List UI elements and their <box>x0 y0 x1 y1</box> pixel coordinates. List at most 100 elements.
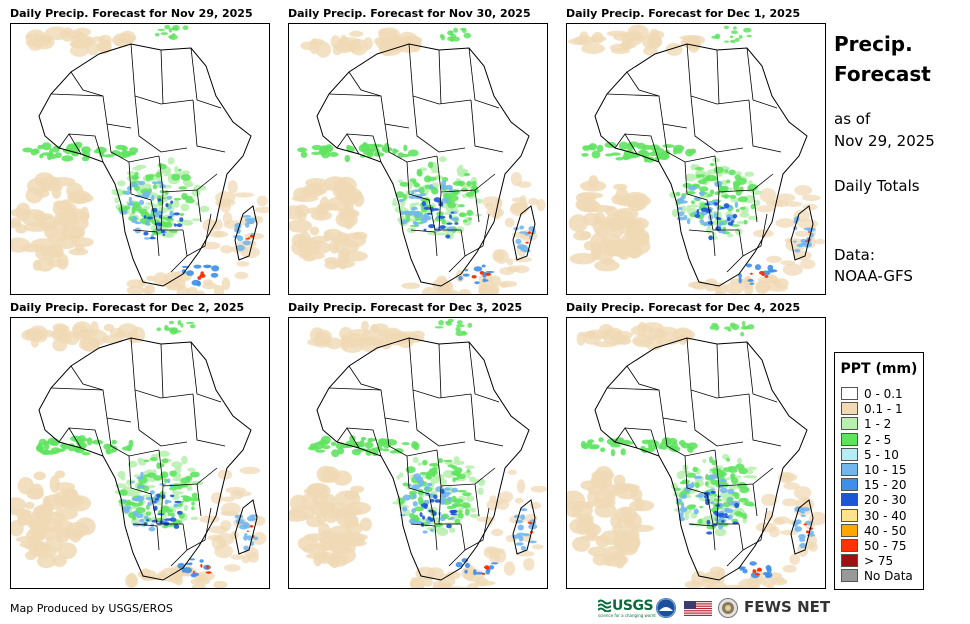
precip-cell <box>71 237 94 248</box>
precip-cell <box>413 520 423 525</box>
country-border <box>474 189 480 223</box>
precip-cell <box>52 201 77 218</box>
precip-cell <box>31 528 41 546</box>
precip-cell <box>316 465 336 483</box>
precip-cell <box>332 470 352 486</box>
precip-cell <box>626 224 646 241</box>
precip-cell <box>126 171 136 176</box>
precip-cell <box>200 271 204 275</box>
precip-cell <box>727 221 734 226</box>
legend-item: 1 - 2 <box>841 417 891 431</box>
precip-cell <box>300 151 308 158</box>
totals-label: Daily Totals <box>834 177 920 195</box>
precip-cell <box>740 325 748 330</box>
precip-cell <box>163 521 170 526</box>
precip-cell <box>596 144 604 153</box>
precip-cell <box>515 542 524 546</box>
country-border <box>406 455 461 525</box>
legend-label: 30 - 40 <box>864 508 907 523</box>
precip-cell <box>456 320 463 325</box>
precip-cell <box>688 281 704 289</box>
country-border <box>106 123 160 163</box>
precip-cell <box>765 572 773 578</box>
precip-cell <box>516 550 535 557</box>
precip-cell <box>686 472 696 478</box>
precip-cell <box>466 209 473 216</box>
precip-cell <box>182 25 189 30</box>
precip-cell <box>799 538 806 542</box>
precip-cell <box>136 485 146 489</box>
precip-cell <box>183 195 193 200</box>
precip-cell <box>808 542 818 552</box>
precip-cell <box>86 40 100 56</box>
precip-cell <box>739 186 744 193</box>
precip-cell <box>712 469 722 475</box>
precip-cell <box>160 471 169 479</box>
country-border <box>468 47 500 109</box>
precip-cell <box>70 435 82 442</box>
country-border <box>464 213 490 257</box>
precip-cell <box>45 535 63 552</box>
precip-cell <box>709 189 715 195</box>
precip-cell <box>808 231 810 233</box>
precip-cell <box>162 233 166 236</box>
precip-cell <box>692 466 698 473</box>
precip-cell <box>443 487 451 491</box>
precip-cell <box>699 505 704 509</box>
precip-cell <box>408 210 418 216</box>
precip-cell <box>720 206 725 209</box>
precip-cell <box>793 240 797 243</box>
precip-cell <box>215 191 236 204</box>
precip-cell <box>615 187 629 206</box>
precip-cell <box>795 506 805 512</box>
precip-cell <box>694 214 701 218</box>
country-border <box>134 95 188 153</box>
precip-cell <box>794 185 813 196</box>
precip-cell <box>528 522 533 525</box>
precip-cell <box>734 174 742 181</box>
precip-cell <box>444 211 452 215</box>
precip-cell <box>247 237 251 240</box>
precip-cell <box>489 550 501 564</box>
precip-cell <box>738 277 742 284</box>
precip-cell <box>611 554 625 563</box>
precip-cell <box>193 264 202 269</box>
precip-cell <box>423 228 427 232</box>
precip-cell <box>658 445 664 450</box>
precip-cell <box>463 32 472 39</box>
precip-cell <box>21 209 48 227</box>
precip-cell <box>289 219 312 233</box>
country-border <box>438 485 442 525</box>
precip-cell <box>478 279 487 294</box>
precip-cell <box>28 325 48 340</box>
precip-cell <box>169 573 183 584</box>
precip-cell <box>39 449 51 455</box>
precip-cell <box>167 215 173 219</box>
madagascar-coastline <box>234 205 258 261</box>
precip-cell <box>160 32 169 36</box>
precip-cell <box>146 216 154 220</box>
country-border <box>412 389 466 447</box>
precip-cell <box>190 516 199 521</box>
legend-label: 2 - 5 <box>864 432 892 447</box>
precip-cell <box>54 470 66 479</box>
precip-cell <box>244 533 248 538</box>
africa-coastline <box>316 337 530 581</box>
precip-cell <box>153 475 162 481</box>
precip-cell <box>647 35 661 48</box>
precip-cell <box>429 475 441 484</box>
as-of-label: as of <box>834 110 871 128</box>
precip-cell <box>384 330 409 346</box>
forecast-panel-3: Daily Precip. Forecast for Dec 1, 2025 <box>566 8 826 295</box>
precip-cell <box>123 205 131 210</box>
precip-cell <box>598 437 604 443</box>
precip-cell <box>767 264 774 271</box>
precip-cell <box>591 470 615 480</box>
precip-cell <box>809 530 814 535</box>
precip-cell <box>464 508 470 516</box>
precip-cell <box>126 572 137 587</box>
legend-swatch <box>841 478 858 492</box>
precip-cell <box>460 502 471 509</box>
precip-cell <box>156 493 161 498</box>
precip-cell <box>600 447 606 453</box>
